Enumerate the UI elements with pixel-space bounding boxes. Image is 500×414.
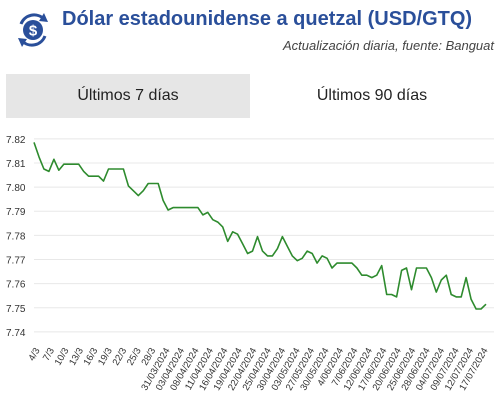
x-tick-label: 19/3 <box>96 346 115 368</box>
tab-7-days[interactable]: Últimos 7 días <box>6 74 250 118</box>
page-title: Dólar estadounidense a quetzal (USD/GTQ) <box>62 8 473 30</box>
line-chart-svg: 7.827.817.807.797.787.777.767.757.744/37… <box>6 135 494 393</box>
y-tick-label: 7.76 <box>6 280 26 291</box>
page-subtitle: Actualización diaria, fuente: Banguat <box>282 38 494 53</box>
y-tick-label: 7.81 <box>6 159 26 170</box>
y-tick-label: 7.79 <box>6 207 26 218</box>
exchange-rate-chart: 7.82 7.81 7.80 7.79 7.78 7.77 7.76 7.75 7.74 4/3 7… <box>0 124 500 409</box>
y-tick-label: 7.78 <box>6 231 26 242</box>
y-tick-label: 7.74 <box>6 328 26 339</box>
svg-text:$: $ <box>29 23 38 40</box>
series-line <box>33 142 487 310</box>
y-tick-label: 7.75 <box>6 304 26 315</box>
y-tick-label: 7.80 <box>6 183 26 194</box>
x-tick-label: 22/3 <box>111 346 130 368</box>
range-tabs: Últimos 7 días Últimos 90 días <box>6 74 494 118</box>
app-header: $ Dólar estadounidense a quetzal (USD/GT… <box>0 0 500 62</box>
x-tick-label: 13/3 <box>67 346 86 368</box>
x-tick-label: 4/3 <box>26 346 42 363</box>
x-tick-label: 10/3 <box>53 346 72 368</box>
x-tick-label: 16/3 <box>82 346 101 368</box>
currency-exchange-icon: $ <box>13 10 53 50</box>
x-tick-label: 25/3 <box>125 346 144 368</box>
y-tick-label: 7.77 <box>6 256 26 267</box>
tab-90-days[interactable]: Últimos 90 días <box>250 74 494 118</box>
y-tick-label: 7.82 <box>6 135 26 146</box>
